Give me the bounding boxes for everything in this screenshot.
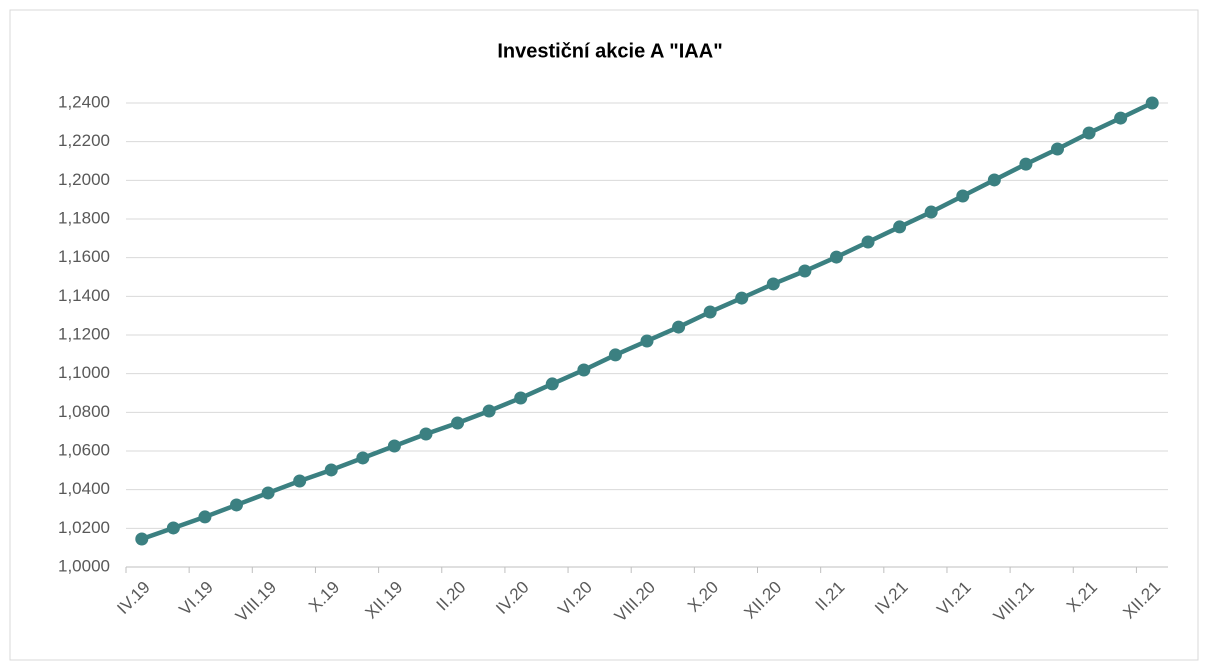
y-tick-label: 1,1400 [58,286,110,305]
data-point [419,427,433,441]
y-tick-label: 1,0400 [58,479,110,498]
data-point [198,510,212,524]
data-point [893,220,907,234]
data-point [324,463,338,477]
y-tick-label: 1,1200 [58,324,110,343]
y-tick-label: 1,0200 [58,518,110,537]
chart-title: Investiční akcie A "IAA" [497,40,722,62]
data-point [672,320,686,334]
data-point [387,439,401,453]
data-point [1019,157,1033,171]
data-point [608,348,622,362]
data-point [1145,96,1159,110]
data-point [482,404,496,418]
data-point [293,474,307,488]
data-point [1082,126,1096,140]
data-point [735,291,749,305]
y-tick-label: 1,1000 [58,363,110,382]
y-tick-label: 1,1600 [58,247,110,266]
data-point [230,498,244,512]
data-point [166,521,180,535]
data-point [1114,111,1128,125]
data-point [861,235,875,249]
y-tick-label: 1,2000 [58,170,110,189]
data-point [703,305,717,319]
y-tick-label: 1,0600 [58,440,110,459]
data-point [829,250,843,264]
data-point [766,277,780,291]
data-point [514,391,528,405]
data-point [987,173,1001,187]
y-tick-label: 1,1800 [58,208,110,227]
y-tick-label: 1,2200 [58,131,110,150]
y-tick-label: 1,0000 [58,556,110,575]
y-tick-label: 1,0800 [58,402,110,421]
y-tick-label: 1,2400 [58,92,110,111]
data-point [577,363,591,377]
data-point [135,532,149,546]
data-point [356,451,370,465]
data-point [956,189,970,203]
data-point [451,416,465,430]
data-point [640,334,654,348]
data-point [1050,142,1064,156]
data-point [261,486,275,500]
data-point [545,377,559,391]
data-point [924,205,938,219]
data-point [798,264,812,278]
